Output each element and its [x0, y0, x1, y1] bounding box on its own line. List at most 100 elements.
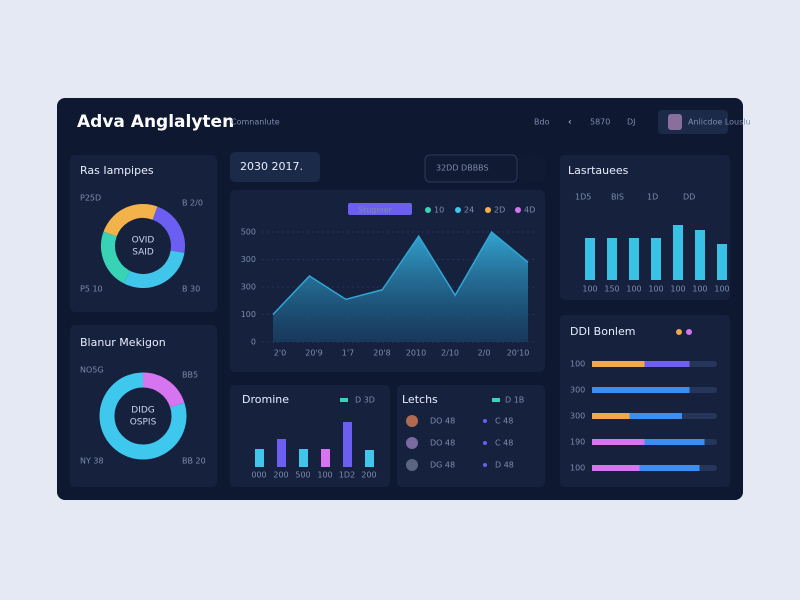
- x-tick-label: 150: [604, 285, 619, 294]
- y-tick-label: 100: [241, 310, 256, 319]
- legend-dot: [455, 207, 461, 213]
- status-dot: [483, 419, 487, 423]
- panel: [560, 315, 730, 487]
- x-tick-label: 100: [626, 285, 641, 294]
- x-tick-label: 2010: [406, 349, 426, 358]
- legend-item: BB5: [182, 371, 198, 380]
- x-tick-label: 1'7: [342, 349, 354, 358]
- row-stat: D 48: [495, 461, 514, 470]
- avatar: [406, 459, 418, 471]
- x-tick-label: 200: [273, 471, 288, 480]
- row-label: 100: [570, 464, 585, 473]
- donut-segment: [99, 372, 187, 460]
- legend-item: 1D5: [575, 193, 591, 202]
- status-dot: [483, 463, 487, 467]
- bar: [717, 244, 727, 280]
- donut-segment: [101, 204, 185, 288]
- nav-item[interactable]: 5870: [590, 118, 610, 127]
- legend-item: D 1B: [505, 396, 524, 405]
- legend-item: B 30: [182, 285, 200, 294]
- legend-item: D 3D: [355, 396, 375, 405]
- legend-swatch: [492, 398, 500, 402]
- bar: [651, 238, 661, 280]
- search-box[interactable]: [424, 154, 518, 183]
- nav-item[interactable]: Bdo: [534, 118, 550, 127]
- row-stat: C 48: [495, 417, 513, 426]
- panel-title: DDI Bonlem: [570, 325, 635, 338]
- legend-dot: [686, 329, 692, 335]
- legend-item: NO5G: [80, 366, 104, 375]
- app-title: Adva Anglalyten: [77, 112, 234, 132]
- row-name: DG 48: [430, 461, 455, 470]
- legend-dot: [425, 207, 431, 213]
- area: [273, 232, 528, 342]
- progress-segment: [629, 413, 682, 419]
- x-tick-label: 100: [648, 285, 663, 294]
- y-tick-label: 0: [251, 338, 256, 347]
- progress-segment: [592, 439, 645, 445]
- panel-title: Blanur Mekigon: [80, 336, 166, 349]
- back-icon[interactable]: ‹: [568, 118, 572, 128]
- donut-center: SAID: [132, 248, 154, 258]
- y-tick-label: 500: [241, 228, 256, 237]
- x-tick-label: 100: [714, 285, 729, 294]
- bar: [321, 449, 330, 467]
- progress-segment: [639, 465, 700, 471]
- row-label: 190: [570, 438, 585, 447]
- x-tick-label: 100: [317, 471, 332, 480]
- legend-item: 10: [434, 206, 444, 215]
- legend-item: 1D: [647, 193, 658, 202]
- x-tick-label: 200: [361, 471, 376, 480]
- legend-item: 24: [464, 206, 474, 215]
- x-tick-label: 100: [582, 285, 597, 294]
- legend-item: 4D: [524, 206, 535, 215]
- x-tick-label: 20'9: [305, 349, 322, 358]
- panel: [397, 385, 545, 487]
- progress-segment: [592, 413, 630, 419]
- x-tick-label: 20'10: [507, 349, 530, 358]
- legend-item: P25D: [80, 194, 101, 203]
- tab[interactable]: [230, 152, 320, 182]
- legend-item: Stuginer: [358, 206, 393, 215]
- panel: [70, 155, 217, 312]
- row-label: 100: [570, 360, 585, 369]
- avatar: [406, 437, 418, 449]
- nav-item[interactable]: DJ: [627, 118, 636, 127]
- legend-item: B 2/0: [182, 199, 203, 208]
- panel-title: Dromine: [242, 393, 289, 406]
- progress-segment: [644, 361, 690, 367]
- legend-dot: [515, 207, 521, 213]
- panel: [560, 155, 730, 300]
- progress-segment: [592, 361, 645, 367]
- progress-segment: [592, 387, 690, 393]
- bar: [673, 225, 683, 280]
- x-tick-label: 100: [670, 285, 685, 294]
- bar: [695, 230, 705, 280]
- x-tick-label: 1D2: [339, 471, 355, 480]
- donut-center: DIDG: [131, 406, 155, 416]
- bar: [299, 449, 308, 467]
- bar: [629, 238, 639, 280]
- legend-item: DD: [683, 193, 695, 202]
- x-tick-label: 2'0: [274, 349, 286, 358]
- legend-item: BIS: [611, 193, 624, 202]
- bar: [607, 238, 617, 280]
- subtitle: Comnanlute: [231, 118, 280, 127]
- y-tick-label: 300: [241, 283, 256, 292]
- donut-segment: [101, 204, 185, 288]
- row-stat: C 48: [495, 439, 513, 448]
- donut-center: OSPIS: [130, 418, 157, 428]
- bar: [255, 449, 264, 467]
- x-tick-label: 000: [251, 471, 266, 480]
- bar: [343, 422, 352, 467]
- bar: [277, 439, 286, 467]
- icon-button[interactable]: [520, 155, 545, 182]
- bar: [365, 450, 374, 467]
- legend-dot: [676, 329, 682, 335]
- row-name: DO 48: [430, 417, 455, 426]
- panel-title: Letchs: [402, 393, 438, 406]
- progress-segment: [644, 439, 705, 445]
- legend-item: P5 10: [80, 285, 103, 294]
- search-text: 32DD DBBBS: [436, 164, 489, 173]
